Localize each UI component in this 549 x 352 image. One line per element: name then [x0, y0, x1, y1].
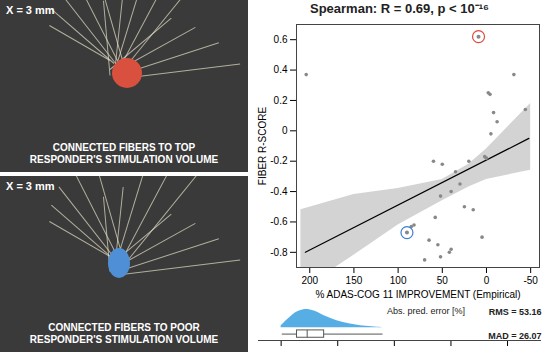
html-text:CONNECTED FIBERS TO POOR: CONNECTED FIBERS TO POOR	[48, 322, 200, 333]
svg-text:200: 200	[301, 275, 318, 286]
svg-text:-0.2: -0.2	[270, 155, 288, 166]
html-text:CONNECTED FIBERS TO TOP: CONNECTED FIBERS TO TOP	[52, 142, 196, 153]
html-text:X = 3 mm: X = 3 mm	[6, 180, 55, 192]
svg-text:-0.6: -0.6	[270, 216, 288, 227]
html-text:RESPONDER'S STIMULATION VOLUME: RESPONDER'S STIMULATION VOLUME	[29, 334, 219, 345]
svg-text:RMS = 53.16: RMS = 53.16	[489, 307, 542, 317]
svg-text:-50: -50	[523, 275, 538, 286]
svg-text:0: 0	[484, 275, 490, 286]
svg-text:0.2: 0.2	[274, 95, 288, 106]
svg-text:FIBER R-SCORE: FIBER R-SCORE	[257, 107, 268, 186]
svg-text:100: 100	[390, 275, 407, 286]
svg-text:0.6: 0.6	[274, 34, 288, 45]
svg-text:Abs. pred. error [%]: Abs. pred. error [%]	[387, 306, 465, 316]
svg-text:150: 150	[346, 275, 363, 286]
svg-text:0: 0	[282, 125, 288, 136]
svg-text:0.4: 0.4	[274, 64, 288, 75]
svg-text:50: 50	[437, 275, 449, 286]
html-text:RESPONDER'S STIMULATION VOLUME: RESPONDER'S STIMULATION VOLUME	[29, 154, 219, 165]
svg-text:-0.8: -0.8	[270, 247, 288, 258]
html-text:X = 3 mm: X = 3 mm	[6, 4, 55, 16]
svg-text:MAD = 26.07: MAD = 26.07	[488, 331, 541, 341]
svg-text:-0.4: -0.4	[270, 186, 288, 197]
html-text:Spearman: R = 0.69, p < 10⁻¹⁶: Spearman: R = 0.69, p < 10⁻¹⁶	[310, 1, 489, 16]
svg-text:% ADAS-COG 11 IMPROVEMENT (Emp: % ADAS-COG 11 IMPROVEMENT (Empirical)	[315, 289, 520, 300]
